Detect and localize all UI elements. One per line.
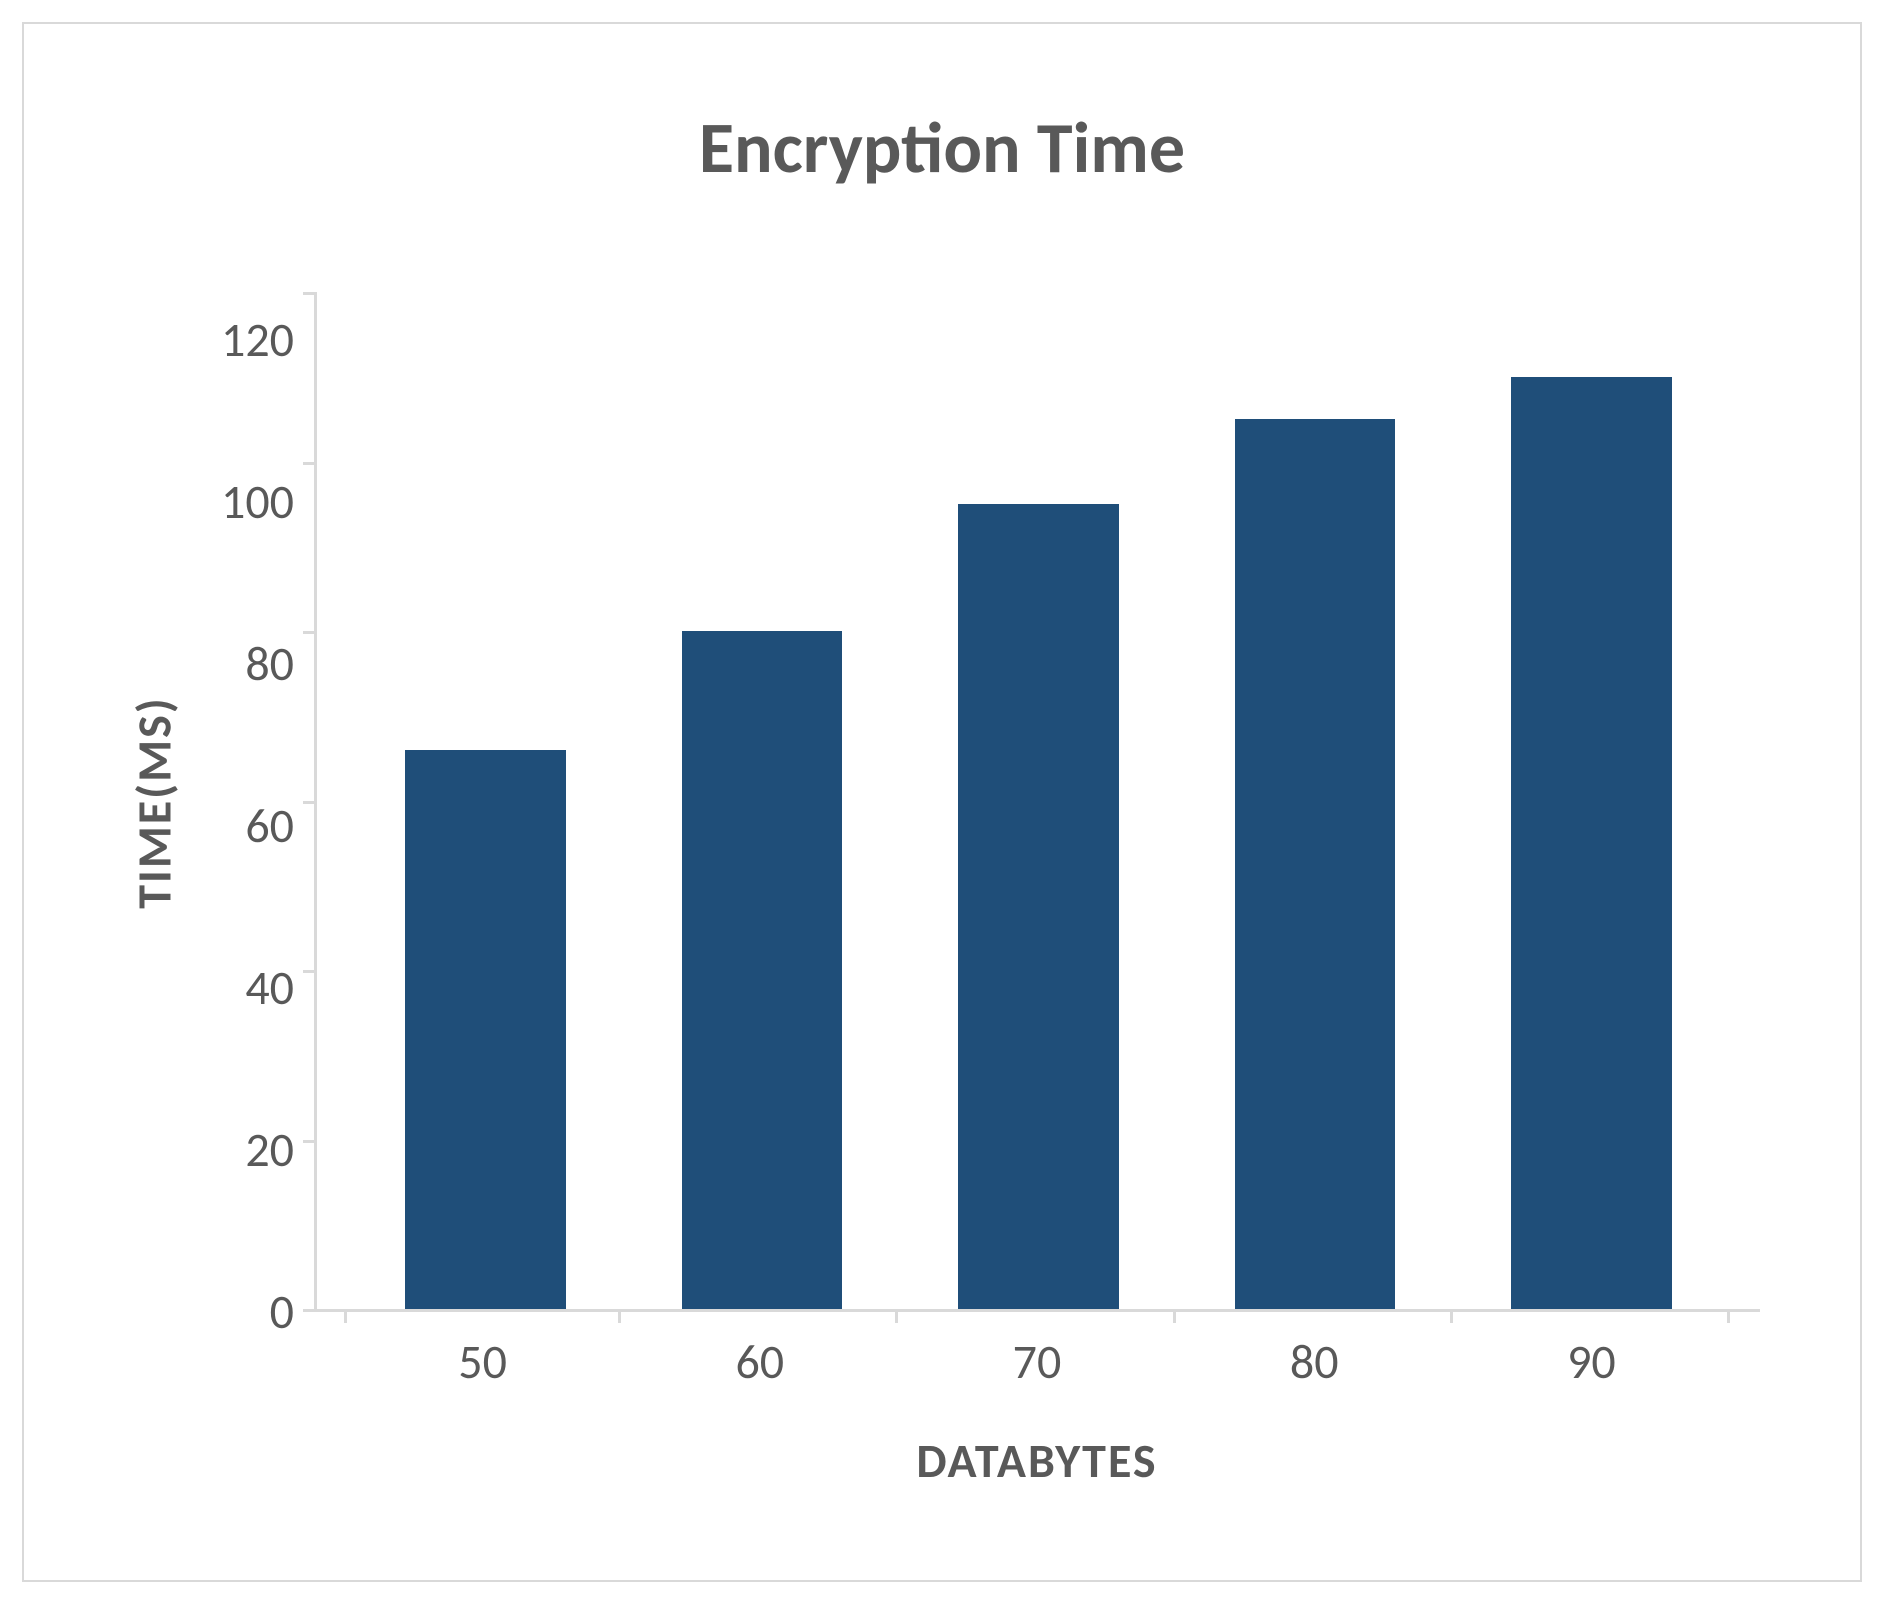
bar-group	[900, 292, 1177, 1309]
bar-group	[347, 292, 624, 1309]
x-tick-group	[1176, 1312, 1453, 1323]
x-tick-label: 60	[621, 1332, 898, 1391]
x-tick-mark	[1727, 1312, 1730, 1323]
y-tick-marks	[303, 292, 314, 1312]
y-tick-mark	[303, 1309, 314, 1312]
x-tick-label: 70	[898, 1332, 1175, 1391]
x-tick-group	[344, 1312, 621, 1323]
x-tick-group	[898, 1312, 1175, 1323]
x-axis: 5060708090	[314, 1332, 1760, 1391]
x-axis-title: DATABYTES	[274, 1431, 1800, 1490]
bar	[682, 631, 842, 1309]
y-tick-label: 80	[245, 640, 294, 688]
chart-container: Encryption Time TIME(MS) 120 100 80 60 40 20 0…	[22, 22, 1862, 1582]
x-tick-label: 50	[344, 1332, 621, 1391]
x-tick-label: 90	[1453, 1332, 1730, 1391]
x-tick-group	[621, 1312, 898, 1323]
chart-title: Encryption Time	[84, 104, 1800, 192]
y-tick-label: 60	[245, 802, 294, 850]
y-tick-label: 120	[221, 316, 294, 364]
y-tick-label: 20	[245, 1126, 294, 1174]
bar-group	[1453, 292, 1730, 1309]
bar-group	[624, 292, 901, 1309]
bar	[1235, 419, 1395, 1309]
y-tick-mark	[303, 801, 314, 804]
plot-wrapper	[314, 292, 1760, 1312]
y-tick-mark	[303, 292, 314, 295]
bar	[1511, 377, 1671, 1309]
x-tick-marks	[314, 1312, 1760, 1323]
x-tick-label: 80	[1176, 1332, 1453, 1391]
x-axis-labels: 5060708090	[314, 1332, 1760, 1391]
bar	[405, 750, 565, 1309]
bar	[958, 504, 1118, 1309]
x-tick-mark	[344, 1312, 347, 1323]
y-tick-mark	[303, 1140, 314, 1143]
y-tick-label: 40	[245, 964, 294, 1012]
y-axis-label: TIME(MS)	[125, 696, 184, 908]
x-tick-group	[1453, 1312, 1730, 1323]
plot-area	[314, 292, 1760, 1312]
bar-group	[1177, 292, 1454, 1309]
y-tick-mark	[303, 631, 314, 634]
y-tick-mark	[303, 462, 314, 465]
y-tick-label: 100	[221, 478, 294, 526]
y-tick-label: 0	[270, 1288, 294, 1336]
y-axis-label-container: TIME(MS)	[124, 292, 184, 1312]
y-axis-ticks: 120100806040200	[184, 292, 314, 1312]
chart-body: TIME(MS) 120100806040200	[124, 292, 1760, 1312]
y-tick-mark	[303, 970, 314, 973]
